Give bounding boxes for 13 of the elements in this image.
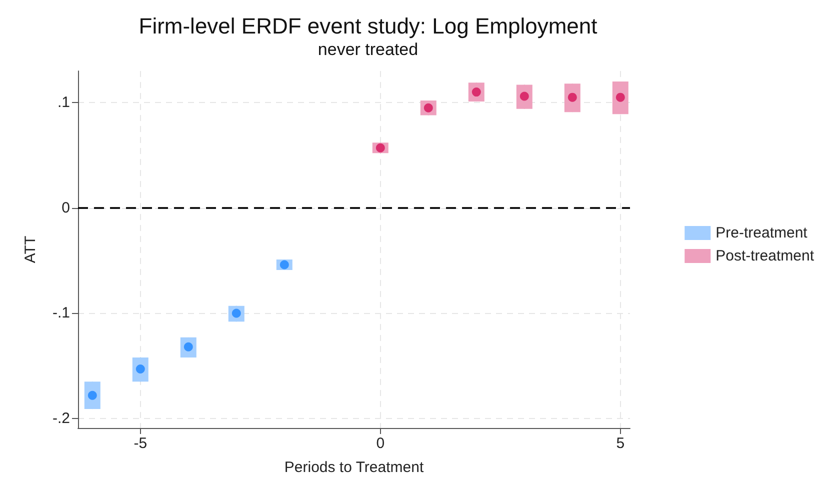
chart-title: Firm-level ERDF event study: Log Employment [138, 14, 598, 38]
y-tick-label: -.2 [52, 410, 70, 428]
y-tick-label: 0 [62, 199, 70, 216]
chart-subtitle: never treated [318, 40, 418, 59]
legend-label: Pre-treatment [716, 224, 808, 242]
y-tick-label: -.1 [52, 304, 70, 322]
x-tick-label: 5 [616, 435, 625, 452]
y-tick-label: .1 [57, 94, 70, 112]
legend-label: Post-treatment [716, 248, 815, 264]
x-tick-label: -5 [134, 435, 148, 452]
x-tick-label: 0 [376, 435, 385, 452]
y-axis-title: ATT [22, 236, 39, 264]
x-axis-title: Periods to Treatment [284, 459, 424, 476]
